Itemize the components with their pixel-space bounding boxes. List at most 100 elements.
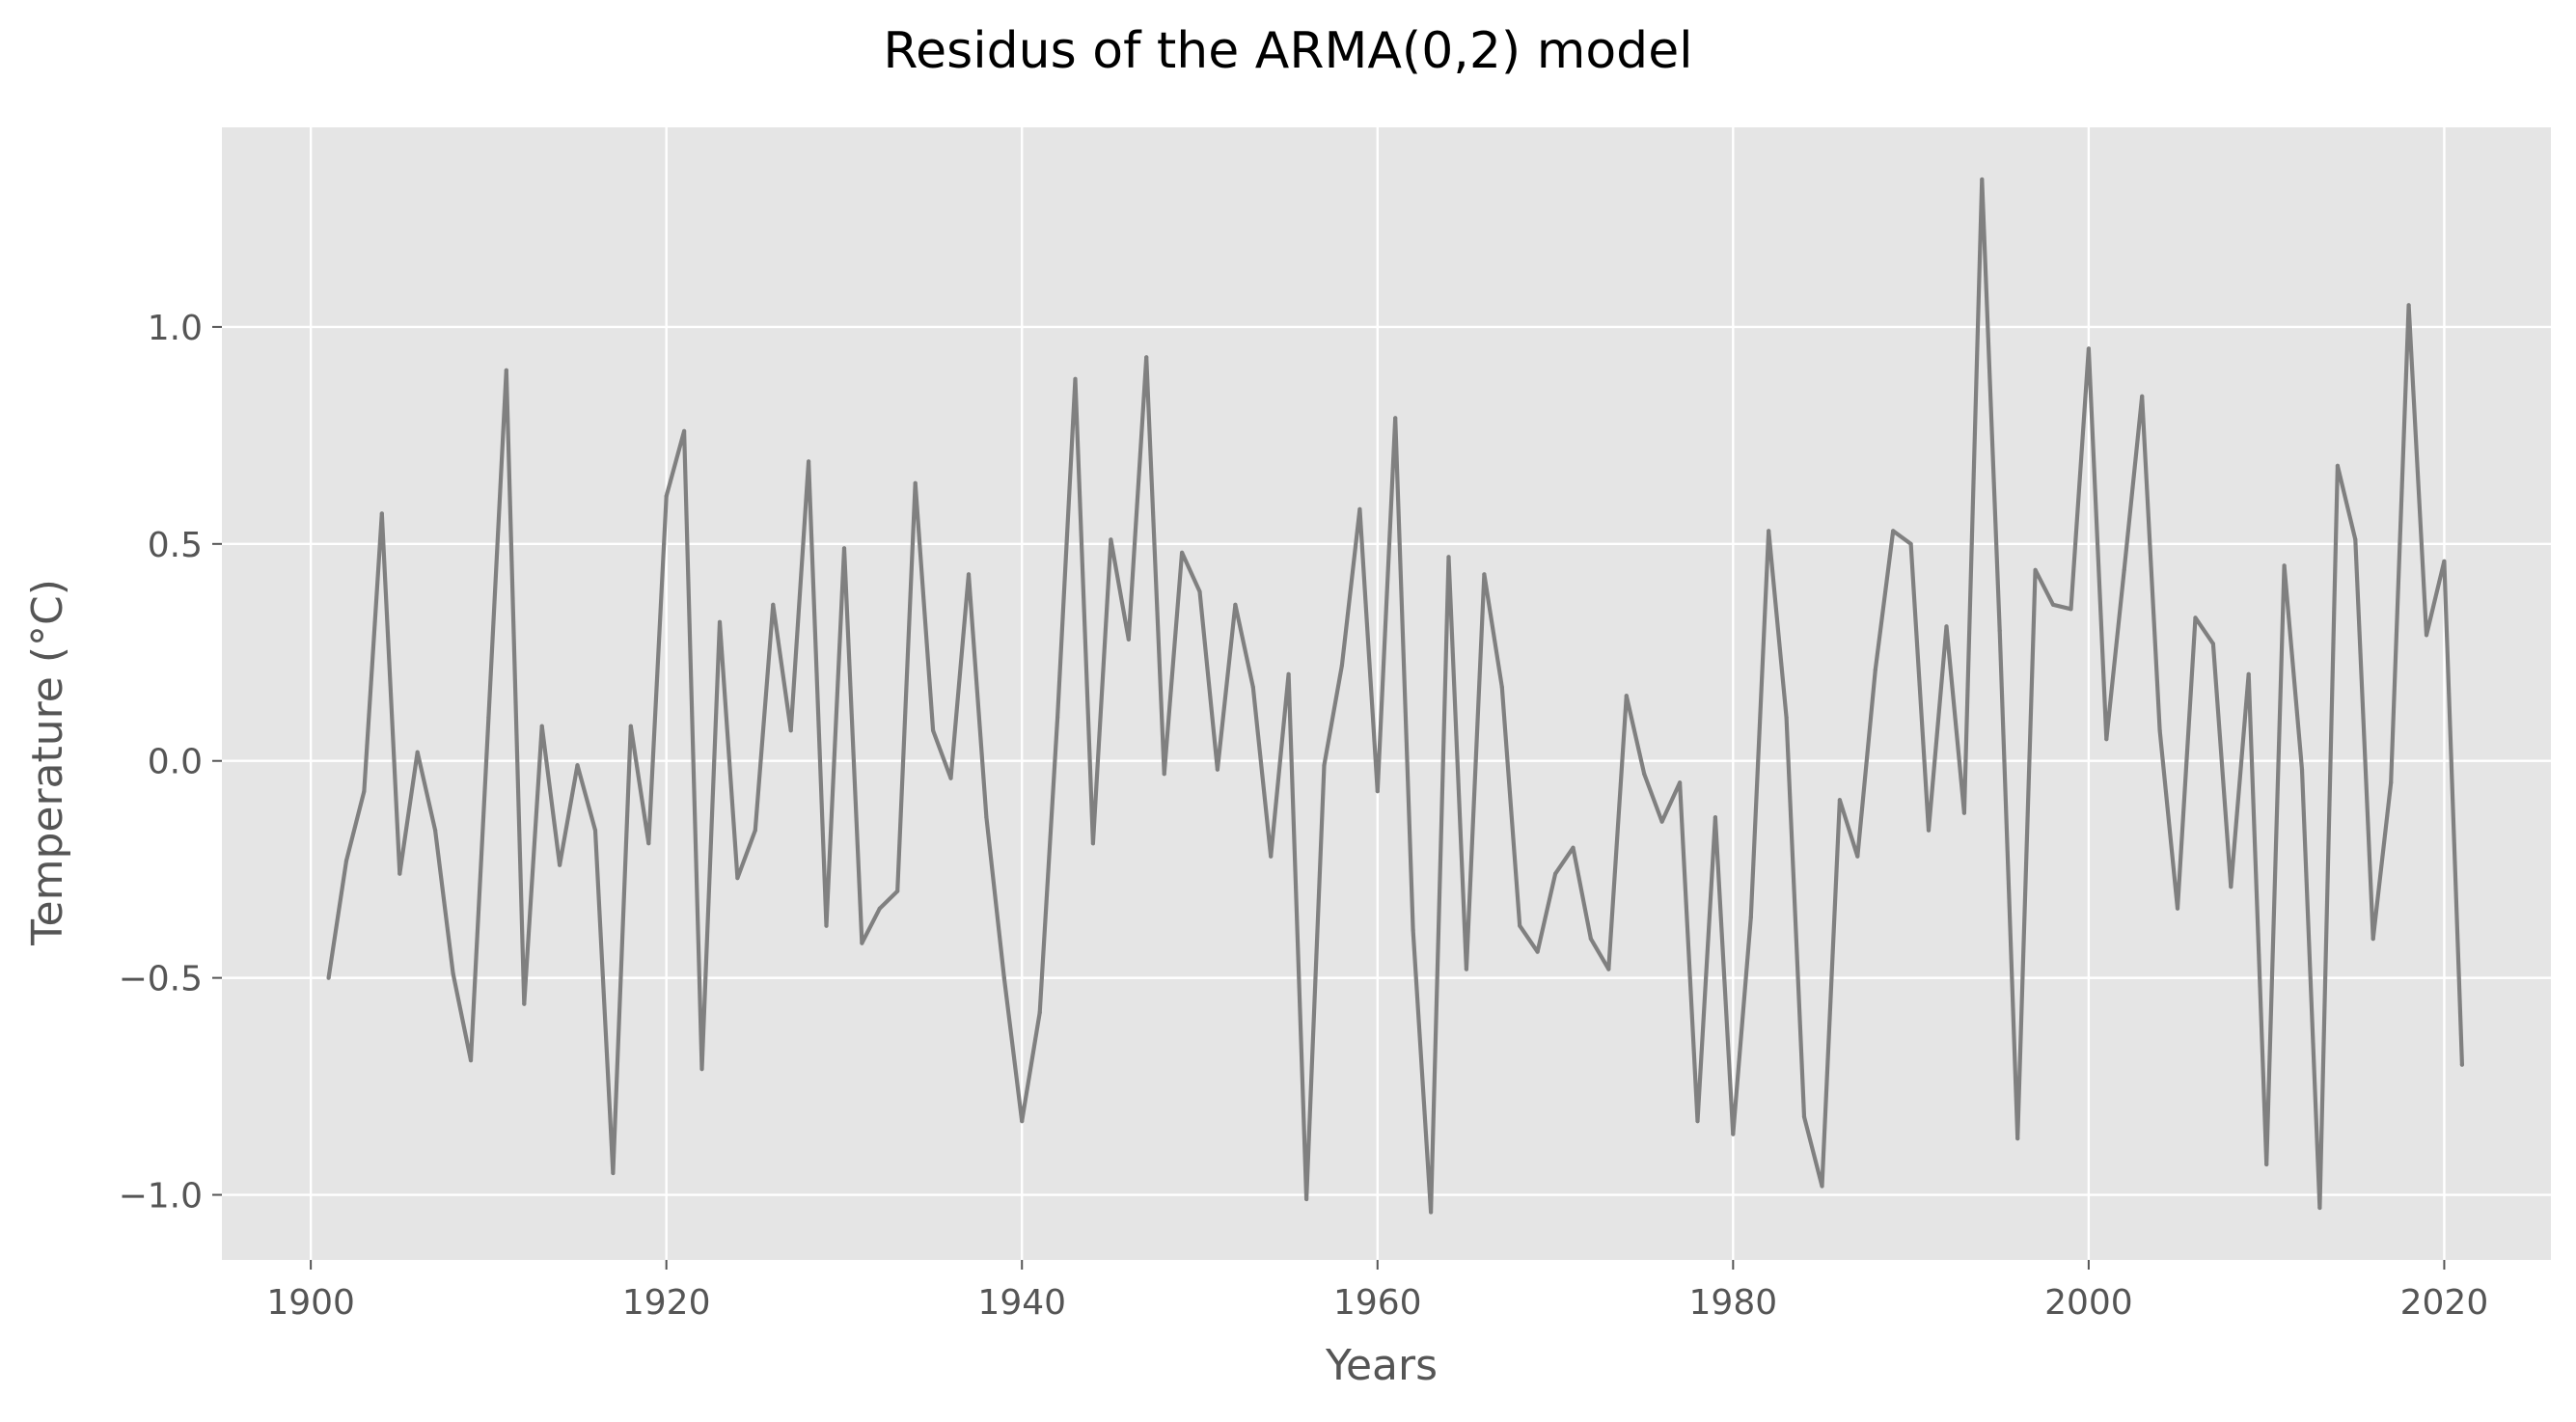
data-point — [2229, 885, 2233, 889]
data-point — [1357, 506, 1362, 511]
data-point — [575, 763, 580, 768]
data-point — [1535, 949, 1540, 954]
data-point — [966, 572, 972, 577]
data-point — [948, 776, 953, 780]
data-point — [2122, 567, 2126, 572]
y-tick-label: 1.0 — [148, 309, 203, 348]
y-tick-label: −0.5 — [119, 960, 203, 999]
data-point — [1980, 177, 1985, 182]
data-point — [1891, 529, 1896, 533]
data-point — [326, 975, 331, 980]
data-point — [2370, 937, 2375, 942]
data-point — [1109, 537, 1113, 542]
data-point — [486, 715, 491, 720]
data-point — [1215, 767, 1219, 772]
data-point — [1429, 1210, 1434, 1215]
data-point — [1678, 780, 1683, 785]
data-point — [2317, 1205, 2322, 1211]
data-point — [664, 494, 669, 499]
data-point — [1197, 589, 1202, 594]
data-point — [415, 750, 420, 754]
data-point — [1001, 975, 1006, 980]
data-point — [1659, 819, 1664, 824]
data-point — [2353, 537, 2358, 542]
data-point — [1731, 1132, 1736, 1136]
data-point — [379, 511, 384, 516]
x-tick-label: 1920 — [622, 1283, 711, 1323]
data-point — [468, 1058, 474, 1063]
data-point — [1339, 663, 1344, 668]
x-tick-label: 1980 — [1689, 1283, 1778, 1323]
data-point — [2210, 642, 2215, 646]
data-point — [1553, 871, 1558, 876]
data-point — [2015, 1136, 2020, 1141]
y-tick-label: −1.0 — [119, 1177, 203, 1217]
data-point — [2335, 463, 2340, 468]
data-point — [1464, 967, 1468, 971]
data-point — [1322, 763, 1327, 768]
data-point — [824, 923, 829, 928]
data-point — [841, 546, 847, 551]
data-point — [504, 368, 508, 372]
data-point — [1873, 668, 1877, 672]
data-point — [1588, 937, 1593, 942]
data-point — [1695, 1119, 1700, 1124]
data-point — [1518, 923, 1522, 928]
data-point — [1482, 572, 1487, 577]
data-point — [1055, 715, 1060, 720]
data-point — [2193, 615, 2198, 620]
data-point — [1126, 637, 1131, 642]
data-point — [735, 876, 740, 881]
data-point — [522, 1001, 527, 1006]
data-point — [1926, 828, 1932, 833]
data-point — [397, 871, 402, 876]
data-point — [931, 728, 936, 733]
data-point — [682, 428, 687, 433]
data-point — [788, 728, 793, 733]
data-point — [1020, 1119, 1025, 1124]
data-point — [771, 602, 776, 607]
data-point — [2389, 780, 2394, 785]
data-point — [2033, 567, 2038, 572]
x-tick-label: 1940 — [977, 1283, 1066, 1323]
data-point — [1233, 602, 1238, 607]
data-point — [362, 789, 367, 794]
data-point — [646, 841, 651, 846]
data-point — [1837, 798, 1842, 803]
data-point — [2442, 559, 2447, 563]
data-point — [2069, 607, 2073, 612]
data-point — [1908, 541, 1913, 546]
data-point — [2086, 346, 2091, 351]
chart-title: Residus of the ARMA(0,2) model — [883, 22, 1692, 80]
data-point — [1037, 1010, 1042, 1015]
data-point — [1855, 854, 1860, 859]
data-point — [1269, 854, 1274, 859]
data-point — [1997, 628, 2002, 633]
data-point — [984, 815, 989, 820]
data-point — [1090, 841, 1095, 846]
axis-ticks: 1900 1920 1940 1960 1980 2000 2020 −1.0 −0.5 0.0 0… — [119, 309, 2489, 1323]
data-point — [1411, 928, 1415, 933]
data-point — [2175, 906, 2180, 911]
data-point — [558, 862, 562, 867]
data-point — [807, 459, 811, 464]
data-point — [1944, 624, 1949, 629]
data-point — [1624, 694, 1629, 698]
data-point — [2157, 728, 2162, 733]
data-point — [895, 889, 900, 893]
data-point — [1784, 715, 1789, 720]
x-tick-label: 2000 — [2044, 1283, 2133, 1323]
data-point — [451, 971, 455, 976]
data-point — [2299, 767, 2305, 772]
data-point — [343, 859, 349, 863]
data-point — [1499, 685, 1504, 690]
data-point — [913, 480, 918, 485]
data-point — [2459, 1062, 2464, 1067]
data-point — [2264, 1162, 2269, 1167]
y-axis-label: Temperature (°C) — [23, 579, 72, 946]
data-point — [1606, 967, 1611, 971]
data-point — [2104, 737, 2109, 742]
data-point — [592, 828, 598, 833]
data-point — [1393, 416, 1398, 421]
